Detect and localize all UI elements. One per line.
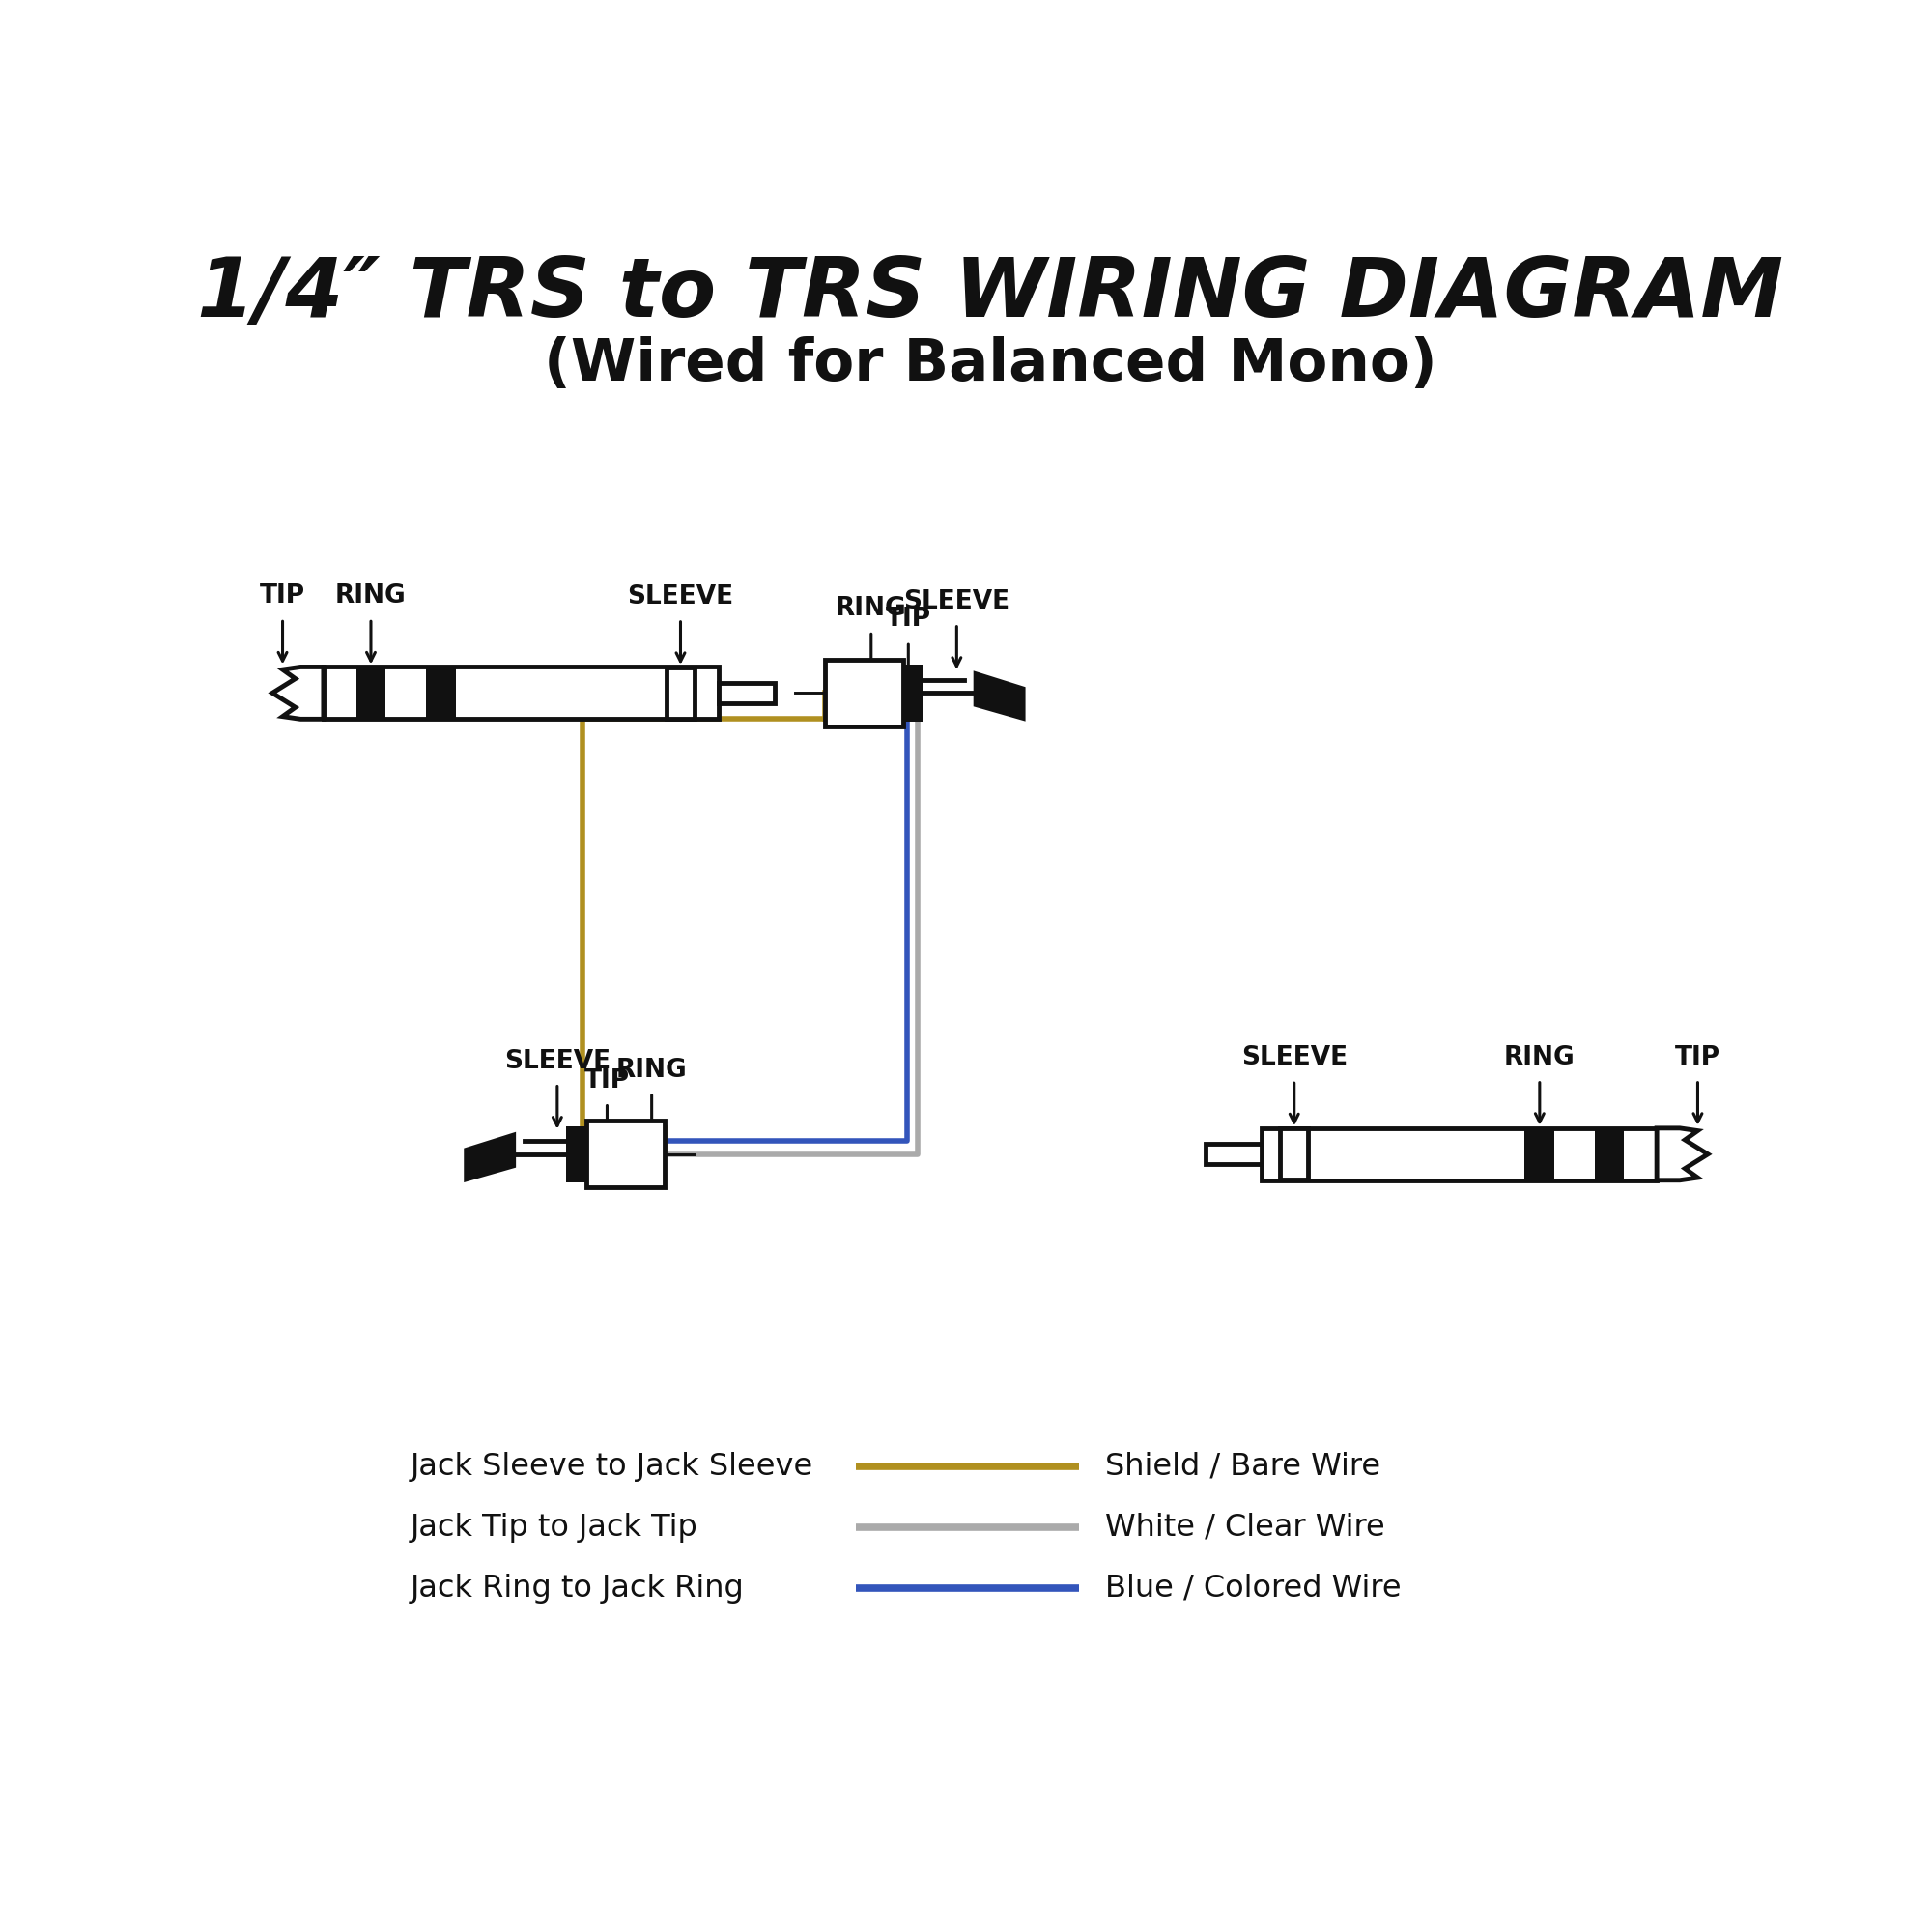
Text: SLEEVE: SLEEVE	[1240, 1045, 1347, 1070]
Text: TIP: TIP	[583, 1068, 630, 1094]
Bar	[1594, 1128, 1625, 1180]
Text: (Wired for Balanced Mono): (Wired for Balanced Mono)	[543, 336, 1437, 392]
Text: TIP: TIP	[259, 583, 305, 609]
Bar	[587, 1121, 665, 1188]
Text: Jack Sleeve to Jack Sleeve: Jack Sleeve to Jack Sleeve	[410, 1451, 813, 1482]
Text: 1/4″ TRS to TRS WIRING DIAGRAM: 1/4″ TRS to TRS WIRING DIAGRAM	[197, 255, 1783, 334]
Bar	[566, 1126, 587, 1182]
Text: TIP: TIP	[885, 607, 931, 632]
Bar	[323, 667, 719, 719]
Text: SLEEVE: SLEEVE	[628, 583, 734, 609]
Text: Jack Tip to Jack Tip: Jack Tip to Jack Tip	[410, 1513, 697, 1542]
Text: Blue / Colored Wire: Blue / Colored Wire	[1105, 1573, 1401, 1604]
Text: TIP: TIP	[1675, 1045, 1721, 1070]
Bar	[355, 667, 386, 719]
Bar	[902, 665, 923, 721]
Polygon shape	[272, 667, 323, 719]
Text: White / Clear Wire: White / Clear Wire	[1105, 1513, 1385, 1542]
Bar	[667, 667, 694, 719]
Text: RING: RING	[1503, 1045, 1575, 1070]
Text: RING: RING	[616, 1057, 688, 1082]
Bar	[1206, 1144, 1262, 1165]
Bar	[719, 682, 775, 703]
Bar	[825, 659, 902, 726]
Text: SLEEVE: SLEEVE	[504, 1049, 611, 1074]
Text: Shield / Bare Wire: Shield / Bare Wire	[1105, 1451, 1381, 1482]
Text: RING: RING	[336, 583, 406, 609]
Text: RING: RING	[835, 597, 906, 622]
Bar	[1262, 1128, 1658, 1180]
Polygon shape	[464, 1132, 516, 1182]
Polygon shape	[974, 670, 1026, 721]
Polygon shape	[1658, 1128, 1708, 1180]
Bar	[425, 667, 456, 719]
Bar	[1524, 1128, 1555, 1180]
Text: SLEEVE: SLEEVE	[904, 589, 1010, 614]
Text: Jack Ring to Jack Ring: Jack Ring to Jack Ring	[410, 1573, 744, 1604]
Bar	[1281, 1128, 1308, 1180]
